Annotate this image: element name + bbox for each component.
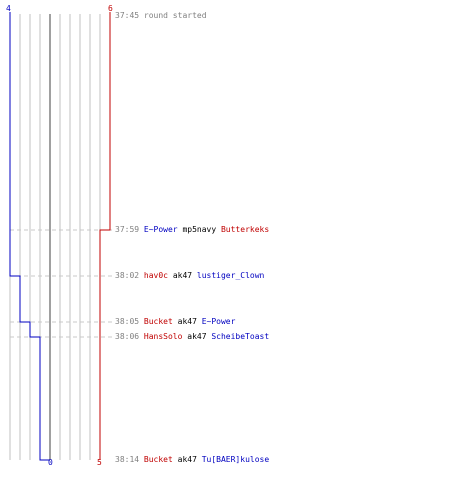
victim-name: ScheibeToast — [211, 332, 270, 341]
red-start-count: 6 — [108, 4, 113, 13]
event-time: 38:06 — [115, 332, 144, 341]
kill-entry: 38:14 Bucket ak47 Tu[BAER]kulose — [115, 455, 269, 465]
killer-name: Bucket — [143, 317, 173, 326]
event-time: 38:02 — [115, 271, 144, 280]
blue-end-count: 0 — [48, 458, 53, 467]
event-time: 38:14 — [115, 455, 144, 464]
victim-name: Butterkeks — [220, 225, 270, 234]
victim-name: lustiger_Clown — [196, 271, 265, 280]
victim-name: E~Power — [201, 317, 236, 326]
round-start-entry: 37:45 round started — [115, 11, 207, 21]
killer-name: Bucket — [143, 455, 173, 464]
killer-name: E~Power — [143, 225, 178, 234]
weapon-name: ak47 — [168, 271, 197, 280]
blue-team-alive-line — [9, 12, 50, 461]
kill-entry: 38:06 HansSolo ak47 ScheibeToast — [115, 332, 269, 342]
killer-name: hav0c — [143, 271, 168, 280]
victim-name: Tu[BAER]kulose — [201, 455, 270, 464]
weapon-name: ak47 — [182, 332, 212, 341]
event-time: 37:45 — [115, 11, 144, 20]
weapon-name: ak47 — [172, 317, 202, 326]
event-time: 37:59 — [115, 225, 144, 234]
killer-name: HansSolo — [143, 332, 183, 341]
kill-entry: 38:02 hav0c ak47 lustiger_Clown — [115, 271, 264, 281]
blue-start-count: 4 — [6, 4, 11, 13]
grid-lines — [9, 14, 101, 460]
event-guide-lines — [10, 229, 112, 338]
kill-entry: 38:05 Bucket ak47 E~Power — [115, 317, 235, 327]
event-time: 38:05 — [115, 317, 144, 326]
weapon-name: mp5navy — [177, 225, 221, 234]
kill-entry: 37:59 E~Power mp5navy Butterkeks — [115, 225, 269, 235]
weapon-name: ak47 — [172, 455, 202, 464]
red-team-alive-line — [99, 12, 111, 460]
red-end-count: 5 — [97, 458, 102, 467]
round-start-text: round started — [143, 11, 207, 20]
